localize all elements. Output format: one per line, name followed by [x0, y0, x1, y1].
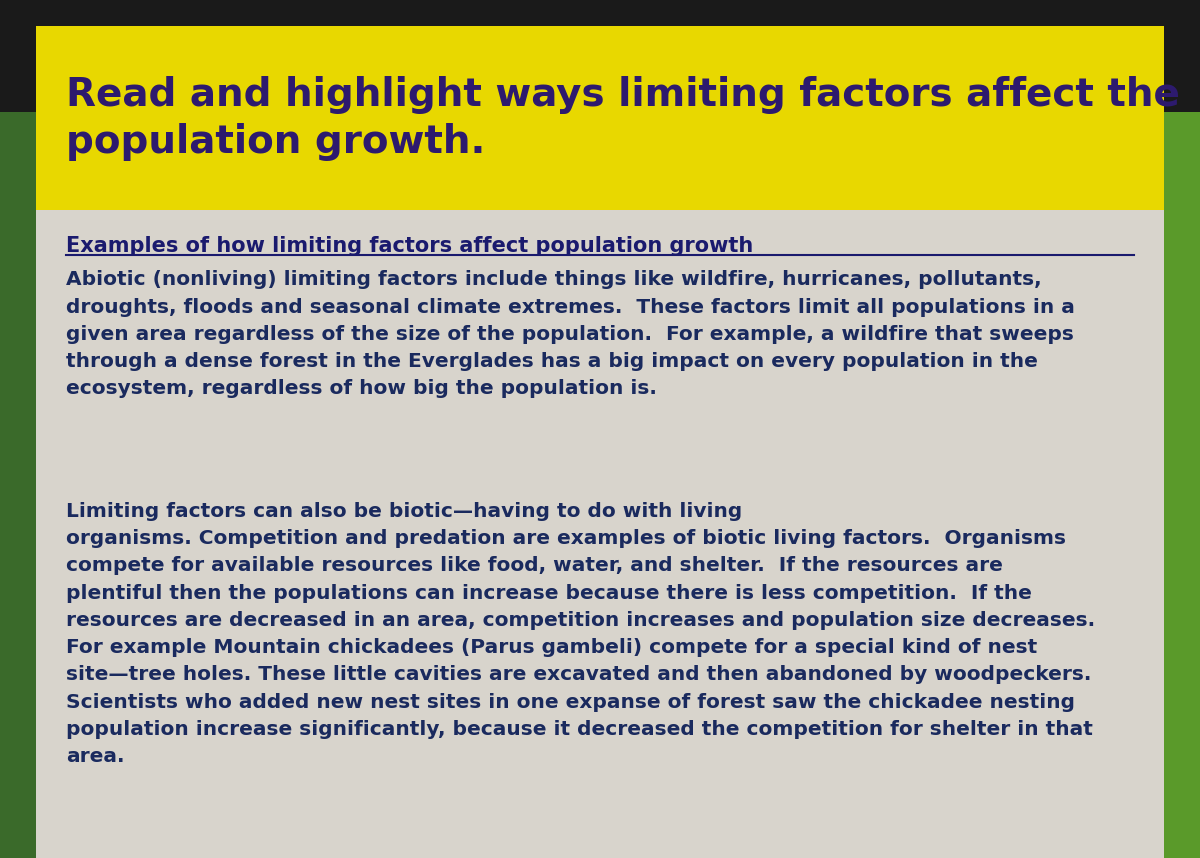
Text: Limiting factors can also be biotic—having to do with living
organisms. Competit: Limiting factors can also be biotic—havi…	[66, 502, 1096, 766]
Bar	[0, 0, 36, 858]
Bar	[36, 210, 1164, 858]
Bar	[0, 0, 1200, 112]
Bar	[1164, 0, 1200, 858]
Bar	[36, 26, 1164, 210]
Text: Read and highlight ways limiting factors affect the
population growth.: Read and highlight ways limiting factors…	[66, 76, 1180, 161]
Text: Abiotic (nonliving) limiting factors include things like wildfire, hurricanes, p: Abiotic (nonliving) limiting factors inc…	[66, 270, 1075, 398]
Text: Examples of how limiting factors affect population growth: Examples of how limiting factors affect …	[66, 236, 754, 256]
